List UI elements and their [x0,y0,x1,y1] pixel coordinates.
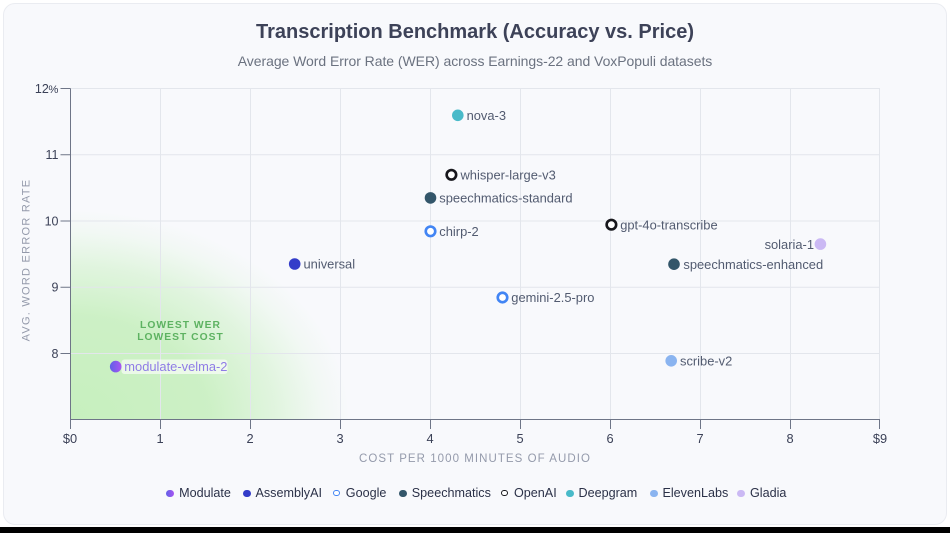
svg-text:11: 11 [46,148,59,162]
svg-text:2: 2 [246,431,253,446]
svg-text:speechmatics-enhanced: speechmatics-enhanced [683,257,823,272]
svg-text:5: 5 [516,431,523,446]
svg-text:solaria-1: solaria-1 [765,237,814,252]
svg-text:AVG. WORD ERROR RATE: AVG. WORD ERROR RATE [21,179,33,342]
svg-text:$9: $9 [873,431,887,446]
svg-text:$0: $0 [63,431,77,446]
svg-text:10: 10 [45,214,59,228]
svg-text:speechmatics-standard: speechmatics-standard [439,191,572,206]
svg-text:gemini-2.5-pro: gemini-2.5-pro [511,290,594,305]
svg-text:4: 4 [426,431,433,446]
svg-text:LOWEST WER: LOWEST WER [140,320,221,331]
svg-text:whisper-large-v3: whisper-large-v3 [460,167,556,182]
svg-text:7: 7 [696,431,703,446]
svg-text:3: 3 [336,431,343,446]
svg-text:universal: universal [304,257,356,272]
svg-text:COST PER 1000 MINUTES OF AUDIO: COST PER 1000 MINUTES OF AUDIO [359,453,591,465]
svg-text:nova-3: nova-3 [467,108,506,123]
svg-text:modulate-velma-2: modulate-velma-2 [124,359,227,374]
svg-text:8: 8 [786,431,793,446]
svg-text:%: % [48,84,58,96]
svg-text:8: 8 [52,347,59,361]
svg-text:chirp-2: chirp-2 [439,224,478,239]
svg-text:gpt-4o-transcribe: gpt-4o-transcribe [620,217,717,232]
svg-text:LOWEST COST: LOWEST COST [137,332,224,343]
svg-text:9: 9 [52,281,59,295]
svg-text:1: 1 [156,431,163,446]
svg-text:6: 6 [606,431,613,446]
svg-text:12: 12 [35,82,49,96]
svg-text:scribe-v2: scribe-v2 [680,353,732,368]
